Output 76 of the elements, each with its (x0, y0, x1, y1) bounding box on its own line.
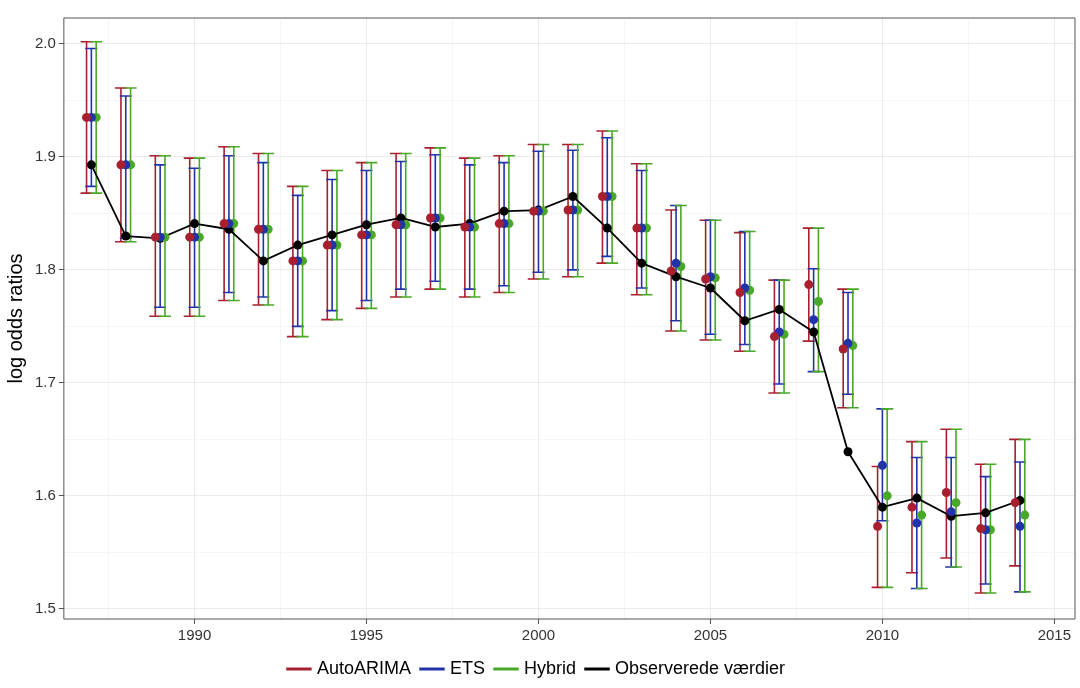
point (951, 498, 961, 508)
point (494, 219, 504, 229)
point (809, 327, 819, 337)
point (809, 315, 819, 325)
point (873, 521, 883, 531)
point (150, 232, 160, 242)
point (941, 487, 951, 497)
point (327, 230, 337, 240)
point (602, 223, 612, 233)
point (288, 256, 298, 266)
point (1010, 498, 1020, 508)
x-tick-label: 2000 (521, 626, 556, 644)
y-tick-label: 1.9 (34, 147, 56, 165)
point (563, 205, 573, 215)
y-tick-label: 1.5 (34, 598, 56, 616)
point (116, 160, 126, 170)
legend-label: Observerede værdier (614, 657, 786, 678)
point (705, 283, 715, 293)
point (666, 266, 676, 276)
point (1020, 510, 1030, 520)
point (882, 491, 892, 501)
point (843, 447, 853, 457)
point (357, 230, 367, 240)
x-tick-label: 1990 (177, 626, 212, 644)
point (362, 220, 372, 230)
point (917, 510, 927, 520)
point (185, 232, 195, 242)
point (769, 332, 779, 342)
point (976, 524, 986, 534)
legend-label: Hybrid (523, 657, 576, 678)
point (804, 280, 814, 290)
point (637, 258, 647, 268)
point (460, 222, 470, 232)
point (425, 213, 435, 223)
point (568, 191, 578, 201)
point (219, 219, 229, 229)
point (322, 240, 332, 250)
point (121, 231, 131, 241)
point (912, 493, 922, 503)
point (1015, 521, 1025, 531)
point (774, 304, 784, 314)
point (912, 518, 922, 528)
y-axis-title: log odds ratios (3, 253, 26, 384)
point (735, 288, 745, 298)
x-tick-label: 2005 (693, 626, 728, 644)
point (258, 256, 268, 266)
point (907, 502, 917, 512)
point (813, 297, 823, 307)
point (981, 508, 991, 518)
x-tick-label: 2010 (865, 626, 900, 644)
point (597, 191, 607, 201)
point (946, 507, 956, 517)
point (877, 502, 887, 512)
y-tick-label: 2.0 (34, 34, 56, 52)
point (529, 206, 539, 216)
point (499, 206, 509, 216)
point (877, 460, 887, 470)
legend-label: ETS (449, 657, 485, 678)
point (82, 112, 92, 122)
point (430, 222, 440, 232)
point (740, 316, 750, 326)
point (632, 223, 642, 233)
point (838, 344, 848, 354)
point (701, 274, 711, 284)
x-tick-label: 2015 (1037, 626, 1072, 644)
x-tick-label: 1995 (349, 626, 384, 644)
point (254, 224, 264, 234)
y-tick-label: 1.6 (34, 486, 56, 503)
legend-label: AutoARIMA (316, 657, 411, 678)
y-tick-label: 1.7 (34, 373, 56, 391)
y-tick-label: 1.8 (34, 260, 56, 278)
point (671, 258, 681, 268)
point (190, 219, 200, 229)
point (293, 240, 303, 250)
point (86, 160, 96, 170)
point (391, 220, 401, 230)
